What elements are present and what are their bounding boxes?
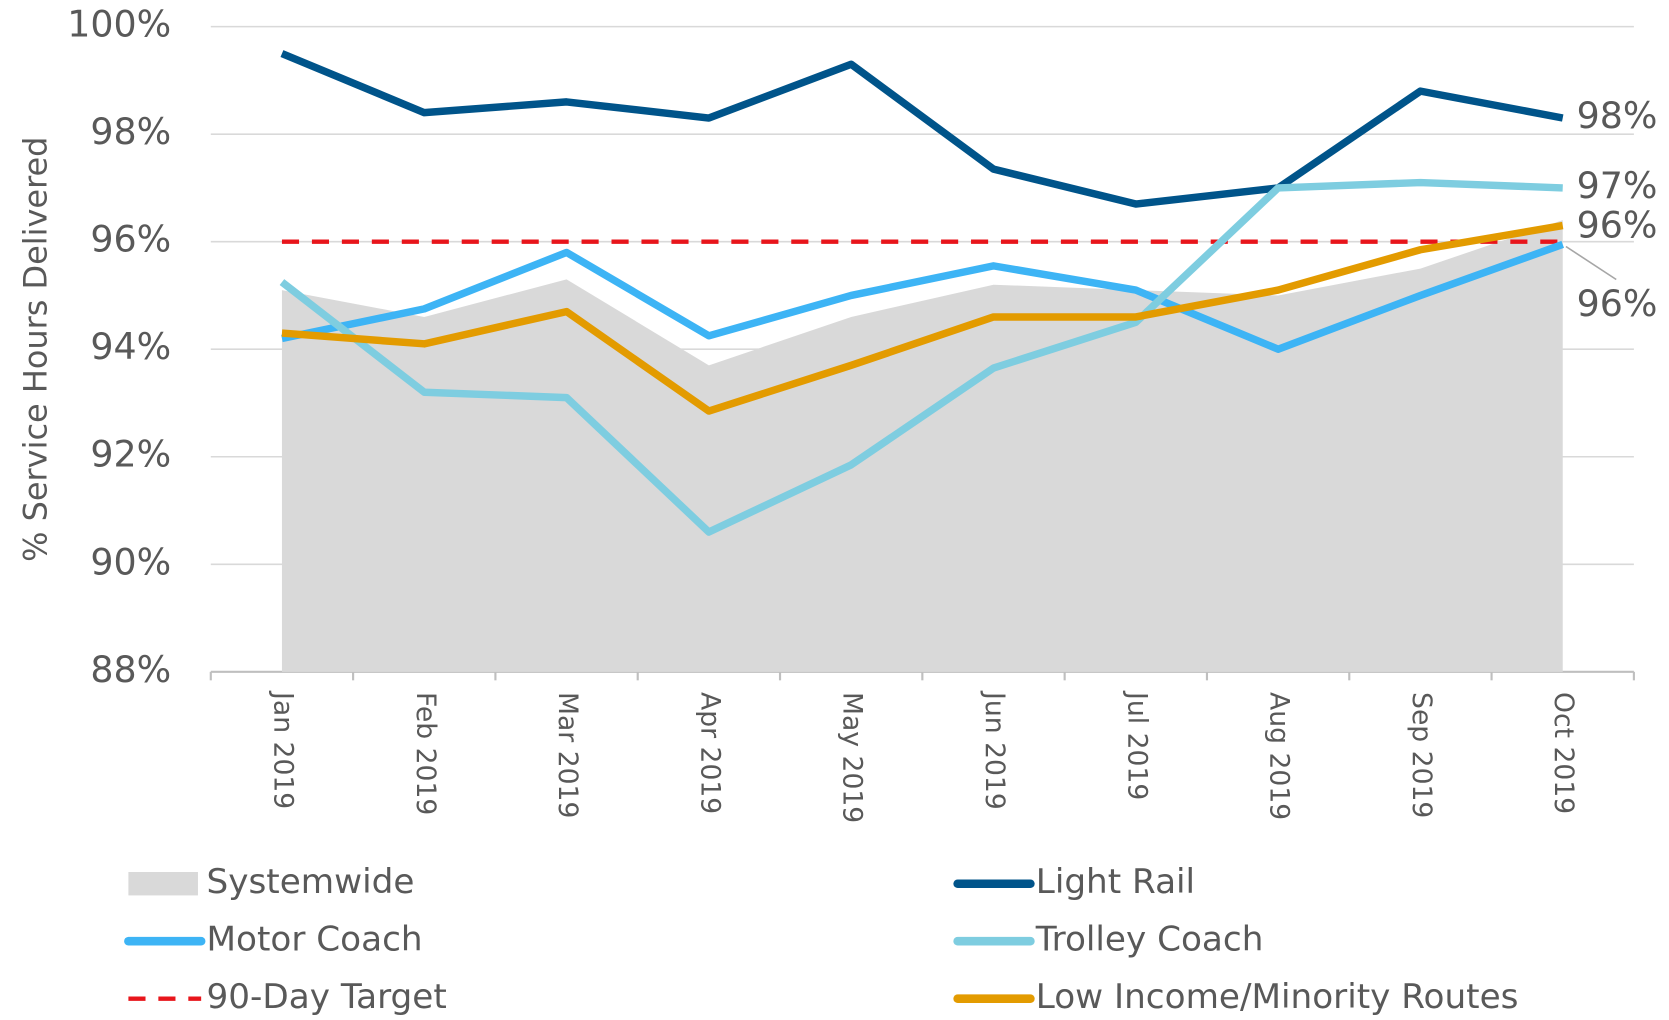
y-tick-label: 96% [90, 218, 171, 261]
line [280, 50, 1564, 208]
line [281, 240, 1565, 353]
line [281, 221, 1564, 415]
legend-swatch [128, 871, 198, 896]
x-tick-label: Feb 2019 [410, 692, 441, 815]
x-tick-label: Sep 2019 [1406, 692, 1437, 818]
legend-label: Systemwide [207, 862, 415, 902]
legend-label: Low Income/Minority Routes [1036, 977, 1519, 1017]
x-tick-label: Aug 2019 [1264, 692, 1295, 820]
data-label: 98% [1577, 94, 1658, 137]
legend-label: Light Rail [1036, 862, 1195, 902]
line [279, 178, 1563, 536]
data-label: 96% [1577, 282, 1658, 325]
x-tick-label: Jan 2019 [267, 690, 298, 809]
x-tick-label: Jun 2019 [979, 690, 1010, 810]
legend-label: 90-Day Target [207, 977, 447, 1017]
chart-body: % Service Hours Delivered 88% 90% 92% 94% 96… [16, 3, 1657, 1017]
y-tick-label: 88% [90, 648, 171, 691]
x-tick-label: Oct 2019 [1548, 692, 1579, 814]
data-label: 96% [1577, 204, 1658, 247]
data-label: 97% [1577, 164, 1658, 207]
y-tick-label: 100% [67, 3, 171, 46]
legend-label: Trolley Coach [1035, 920, 1264, 960]
x-tick-label: Mar 2019 [552, 692, 583, 818]
y-tick-label: 94% [90, 325, 171, 368]
y-tick-label: 98% [90, 110, 171, 153]
x-tick-label: May 2019 [837, 692, 868, 823]
y-tick-label: 90% [90, 540, 171, 583]
x-tick-label: Jul 2019 [1121, 690, 1152, 800]
x-tick-label: Apr 2019 [694, 692, 725, 814]
leader-line [1565, 245, 1617, 281]
y-axis-label: % Service Hours Delivered [16, 137, 54, 562]
legend-label: Motor Coach [207, 920, 423, 960]
y-tick-label: 92% [90, 433, 171, 476]
